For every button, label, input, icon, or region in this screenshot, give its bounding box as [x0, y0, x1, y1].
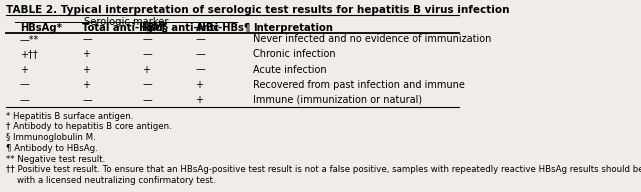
Text: Recovered from past infection and immune: Recovered from past infection and immune [253, 80, 465, 90]
Text: —: — [142, 95, 152, 105]
Text: —: — [142, 34, 152, 44]
Text: Immune (immunization or natural): Immune (immunization or natural) [253, 95, 422, 105]
Text: Never infected and no evidence of immunization: Never infected and no evidence of immuni… [253, 34, 492, 44]
Text: —: — [20, 95, 29, 105]
Text: —: — [142, 50, 152, 60]
Text: Chronic infection: Chronic infection [253, 50, 336, 60]
Text: —: — [142, 80, 152, 90]
Text: * Hepatitis B surface antigen.: * Hepatitis B surface antigen. [6, 112, 133, 121]
Text: —: — [196, 34, 205, 44]
Text: ¶ Antibody to HBsAg.: ¶ Antibody to HBsAg. [6, 144, 98, 153]
Text: †† Positive test result. To ensure that an HBsAg-positive test result is not a f: †† Positive test result. To ensure that … [6, 165, 641, 174]
Text: † Antibody to hepatitis B core antigen.: † Antibody to hepatitis B core antigen. [6, 122, 172, 131]
Text: +: + [196, 95, 203, 105]
Text: +: + [20, 65, 28, 74]
Text: +††: +†† [20, 50, 38, 60]
Text: IgM§ anti-HBc: IgM§ anti-HBc [142, 23, 220, 33]
Text: with a licensed neutralizing confirmatory test.: with a licensed neutralizing confirmator… [6, 176, 215, 185]
Text: Serologic marker: Serologic marker [84, 17, 169, 27]
Text: Interpretation: Interpretation [253, 23, 333, 33]
Text: —: — [82, 34, 92, 44]
Text: —: — [20, 80, 29, 90]
Text: —: — [82, 95, 92, 105]
Text: —: — [196, 65, 205, 74]
Text: +: + [82, 80, 90, 90]
Text: TABLE 2. Typical interpretation of serologic test results for hepatitis B virus : TABLE 2. Typical interpretation of serol… [6, 5, 510, 15]
Text: —**: —** [20, 34, 39, 44]
Text: HBsAg*: HBsAg* [20, 23, 62, 33]
Text: +: + [196, 80, 203, 90]
Text: ** Negative test result.: ** Negative test result. [6, 155, 105, 164]
Text: +: + [142, 65, 151, 74]
Text: Anti-HBs¶: Anti-HBs¶ [196, 23, 251, 33]
Text: +: + [82, 50, 90, 60]
Text: —: — [196, 50, 205, 60]
Text: Acute infection: Acute infection [253, 65, 327, 74]
Text: +: + [82, 65, 90, 74]
Text: Total anti-HBc†: Total anti-HBc† [82, 23, 166, 33]
Text: § Immunoglobulin M.: § Immunoglobulin M. [6, 133, 96, 142]
